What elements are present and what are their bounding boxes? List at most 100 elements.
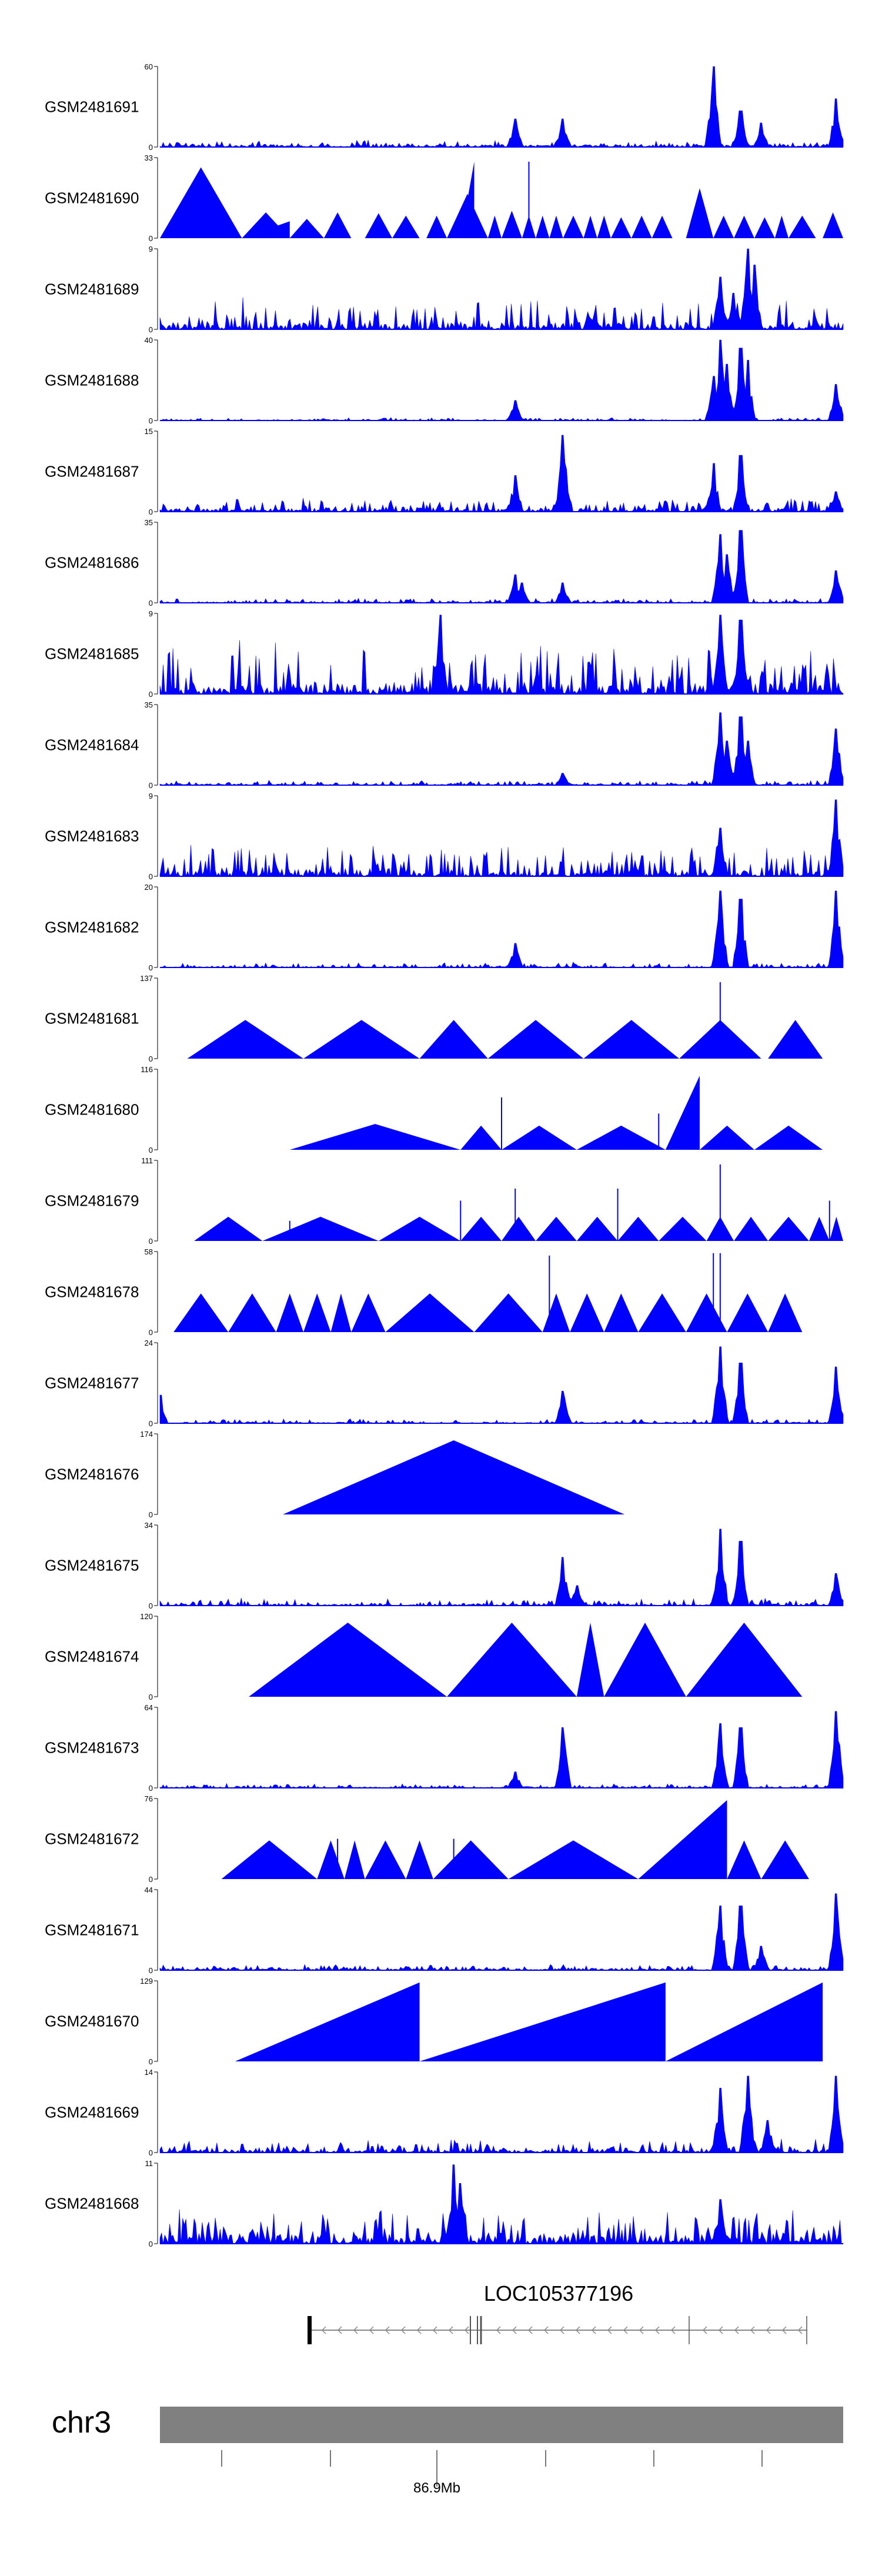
track-GSM2481681: GSM2481681 137 0 [45,974,823,1063]
coverage-segment [303,1293,331,1332]
strand-arrow [527,2326,533,2334]
coverage-segment [659,1216,707,1241]
strand-arrow [797,2326,803,2334]
track-GSM2481674: GSM2481674 120 0 [45,1612,803,1701]
track-GSM2481686: GSM2481686 35 0 [45,518,844,608]
y-tick-label-max: 40 [145,336,153,345]
track-label: GSM2481690 [45,189,139,207]
coverage-segment [638,1293,686,1332]
strand-arrow [400,2326,406,2334]
strand-arrow [766,2326,771,2334]
chromosome-label: chr3 [52,2405,111,2440]
coverage-segment [173,1293,229,1332]
strand-arrow [369,2326,374,2334]
y-tick-label-min: 0 [149,1146,153,1154]
strand-arrow [623,2326,628,2334]
coverage-segment [317,1840,345,1879]
track-label: GSM2481668 [45,2195,139,2213]
strand-arrow [591,2326,596,2334]
gene-annotation: LOC105377196 [308,2281,807,2344]
strand-arrow [496,2326,501,2334]
strand-arrow [321,2326,326,2334]
y-tick-label-min: 0 [149,2057,153,2066]
y-tick-label-min: 0 [149,1419,153,1428]
strand-arrow [464,2326,469,2334]
track-GSM2481670: GSM2481670 129 0 [45,1977,823,2066]
coverage-segment [536,215,550,238]
track-label: GSM2481687 [45,463,139,481]
coverage-segment [249,1622,447,1697]
track-GSM2481680: GSM2481680 116 0 [45,1065,823,1154]
strand-arrow [750,2326,755,2334]
y-tick-label-max: 9 [149,245,153,253]
y-tick-label-max: 64 [145,1703,153,1712]
coverage-segment [502,211,522,238]
coverage-segment [365,1840,406,1879]
signal-tracks: GSM2481691600GSM2481690330GSM248168990GS… [45,62,844,2248]
track-label: GSM2481688 [45,372,139,389]
track-GSM2481679: GSM2481679 111 0 [45,1156,843,1246]
track-label: GSM2481674 [45,1648,139,1666]
coverage-segment [774,215,789,238]
coverage-segment [242,221,290,238]
y-tick-label-min: 0 [149,1055,153,1063]
coverage-segment [699,1125,754,1150]
coverage-segment [610,217,632,238]
coverage-segment [789,215,816,238]
y-tick-label-min: 0 [149,143,153,152]
y-tick-label-max: 11 [145,2159,153,2168]
strand-arrow [337,2326,342,2334]
coverage-segment [638,1800,727,1879]
coverage-segment [460,1125,502,1150]
genome-axis [221,2450,763,2487]
strand-arrow [718,2326,723,2334]
coverage-segment [487,215,502,238]
strand-arrow [781,2326,787,2334]
y-tick-label-min: 0 [149,1875,153,1884]
track-label: GSM2481683 [45,827,139,845]
coverage-segment [570,1293,604,1332]
axis-position-label: 86.9Mb [413,2480,460,2496]
coverage-segment [487,1020,584,1059]
coverage-segment [631,215,652,238]
signal-area [159,66,844,148]
strand-arrow [702,2326,707,2334]
y-tick-label-max: 116 [141,1065,153,1074]
coverage-segment [597,215,611,238]
strand-arrow [416,2326,422,2334]
track-GSM2481669: GSM2481669 14 0 [45,2068,844,2157]
strand-arrow [353,2326,358,2334]
coverage-segment [508,1840,639,1879]
coverage-segment [378,1216,461,1241]
coverage-segment [344,1840,365,1879]
coverage-segment [665,1075,700,1150]
coverage-segment [289,1124,461,1150]
track-label: GSM2481677 [45,1374,139,1392]
y-tick-label-max: 60 [145,62,153,71]
track-label: GSM2481679 [45,1192,139,1210]
coverage-segment [727,1293,769,1332]
y-tick-label-min: 0 [149,1693,153,1701]
coverage-segment [392,215,420,238]
signal-area [159,2076,844,2153]
track-label: GSM2481673 [45,1739,139,1757]
track-label: GSM2481675 [45,1557,139,1574]
y-tick-label-min: 0 [149,416,153,425]
coverage-segment [754,1125,823,1150]
coverage-segment [160,167,242,238]
coverage-segment [686,188,714,238]
coverage-segment [617,1216,659,1241]
track-GSM2481678: GSM2481678 58 0 [45,1247,803,1337]
y-tick-label-min: 0 [149,508,153,516]
coverage-segment [460,1216,502,1241]
coverage-segment [665,1982,823,2061]
coverage-segment [761,1840,809,1879]
coverage-segment [563,215,584,238]
signal-area [159,712,844,786]
coverage-segment [433,1840,509,1879]
track-GSM2481689: GSM2481689 9 0 [45,245,844,334]
gene-model [308,2316,807,2344]
track-GSM2481668: GSM2481668 11 0 [45,2159,844,2248]
coverage-segment [221,1840,318,1879]
track-label: GSM2481672 [45,1830,139,1848]
